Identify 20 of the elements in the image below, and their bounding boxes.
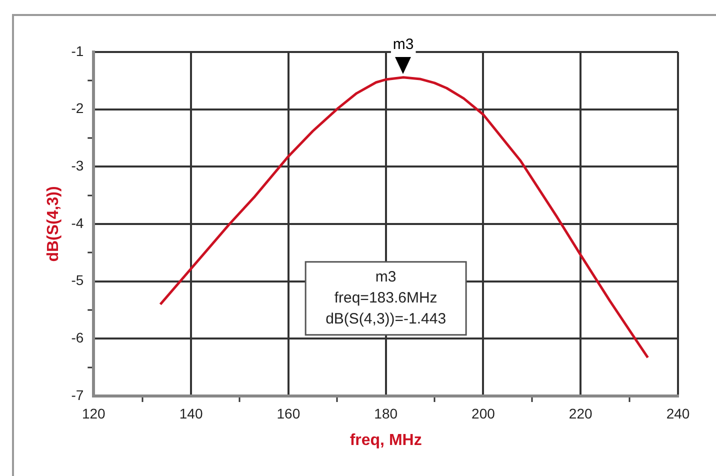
x-tick-label: 180 (374, 405, 398, 422)
annotation: m3 (375, 268, 396, 286)
y-tick-label: -1 (71, 42, 84, 59)
annotation: m3 (392, 36, 414, 54)
x-tick-label: 220 (568, 405, 592, 422)
x-axis-title: freq, MHz (350, 432, 422, 449)
y-tick-label: -6 (71, 330, 84, 346)
y-tick-label: -3 (71, 158, 84, 174)
y-tick-label: -5 (71, 272, 84, 288)
x-tick-label: 240 (666, 405, 690, 422)
x-tick-label: 200 (472, 405, 496, 422)
y-tick-label: -4 (71, 214, 84, 231)
x-tick-label: 160 (276, 405, 300, 422)
y-tick-label: -2 (71, 100, 84, 116)
x-tick-label: 140 (179, 405, 203, 422)
annotation: freq=183.6MHz (334, 289, 438, 306)
y-axis-title: dB(S(4,3)) (45, 186, 62, 262)
annotation: dB(S(4,3))=-1.443 (326, 310, 446, 328)
x-tick-label: 120 (82, 405, 106, 422)
y-tick-label: -7 (71, 386, 84, 403)
